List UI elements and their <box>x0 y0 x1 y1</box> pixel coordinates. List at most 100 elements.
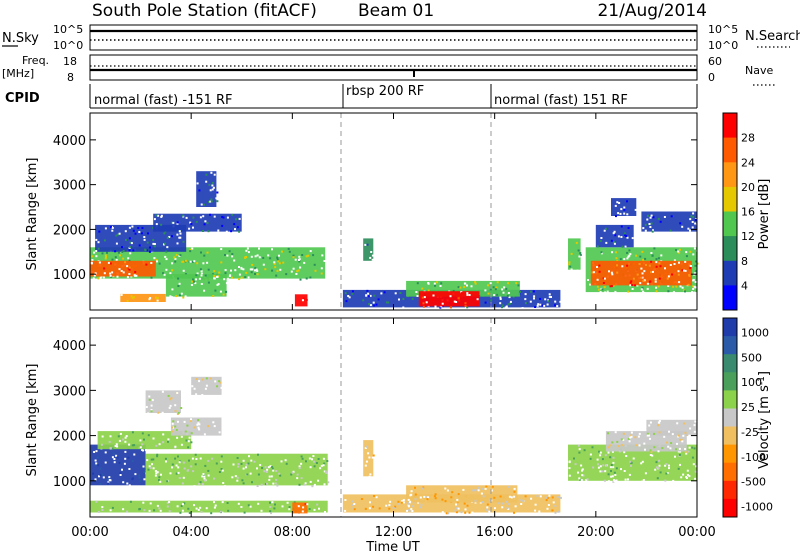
scatter-speckle <box>274 482 277 485</box>
scatter-speckle <box>581 474 584 477</box>
scatter-speckle <box>216 283 219 286</box>
colorbar-swatch <box>723 462 737 482</box>
scatter-speckle <box>678 281 681 284</box>
scatter-speckle <box>115 258 118 261</box>
scatter-speckle <box>114 445 117 447</box>
scatter-speckle <box>537 303 540 306</box>
scatter-speckle <box>691 221 694 223</box>
scatter-speckle <box>167 440 169 443</box>
scatter-speckle <box>292 256 295 259</box>
scatter-speckle <box>127 257 130 260</box>
scatter-speckle <box>689 229 691 232</box>
scatter-speckle <box>597 288 600 291</box>
scatter-speckle <box>434 493 437 496</box>
scatter-speckle <box>209 213 212 216</box>
scatter-speckle <box>198 277 201 280</box>
scatter-speckle <box>250 255 253 258</box>
scatter-speckle <box>182 503 184 506</box>
scatter-speckle <box>599 454 602 457</box>
scatter-speckle <box>189 250 192 253</box>
scatter-speckle <box>433 282 436 285</box>
scatter-speckle <box>220 386 223 389</box>
scatter-speckle <box>116 456 119 459</box>
scatter-speckle <box>401 500 403 503</box>
scatter-speckle <box>165 268 168 271</box>
scatter-speckle <box>399 292 402 294</box>
scatter-speckle <box>485 485 488 488</box>
scatter-speckle <box>693 285 696 288</box>
scatter-speckle <box>171 288 174 291</box>
scatter-speckle <box>581 468 584 471</box>
scatter-speckle <box>373 294 376 297</box>
scatter-speckle <box>408 505 410 508</box>
scatter-speckle <box>488 499 491 502</box>
scatter-speckle <box>622 432 625 435</box>
scatter-region <box>363 238 374 261</box>
scatter-speckle <box>634 436 637 439</box>
scatter-speckle <box>397 502 400 505</box>
scatter-region <box>145 390 181 413</box>
scatter-speckle <box>466 284 468 287</box>
scatter-speckle <box>678 261 680 264</box>
scatter-speckle <box>616 440 619 443</box>
scatter-speckle <box>631 288 634 290</box>
scatter-speckle <box>124 450 127 453</box>
scatter-speckle <box>487 292 490 295</box>
scatter-speckle <box>176 392 179 394</box>
scatter-speckle <box>246 473 249 476</box>
scatter-speckle <box>402 298 405 300</box>
scatter-speckle <box>577 444 580 447</box>
scatter-speckle <box>247 504 250 507</box>
colorbar-swatch <box>723 137 737 163</box>
scatter-speckle <box>466 292 469 295</box>
scatter-speckle <box>655 265 658 268</box>
scatter-speckle <box>694 222 697 225</box>
scatter-speckle <box>225 230 228 233</box>
scatter-speckle <box>188 436 191 439</box>
scatter-speckle <box>636 273 639 276</box>
scatter-speckle <box>668 467 670 470</box>
scatter-speckle <box>643 279 646 282</box>
scatter-speckle <box>134 232 137 235</box>
colorbar-swatch <box>723 480 737 500</box>
colorbar-swatch <box>723 390 737 409</box>
scatter-speckle <box>672 285 675 288</box>
scatter-speckle <box>609 456 612 459</box>
scatter-speckle <box>644 229 647 232</box>
scatter-speckle <box>217 229 220 232</box>
scatter-speckle <box>626 264 629 267</box>
scatter-speckle <box>692 253 695 256</box>
scatter-speckle <box>617 235 620 238</box>
scatter-speckle <box>411 297 414 300</box>
scatter-speckle <box>156 504 159 507</box>
scatter-speckle <box>256 467 258 470</box>
scatter-speckle <box>493 496 496 499</box>
scatter-speckle <box>156 260 158 263</box>
scatter-speckle <box>685 476 688 478</box>
scatter-speckle <box>607 473 610 476</box>
scatter-speckle <box>245 271 248 274</box>
scatter-speckle <box>268 478 271 481</box>
scatter-speckle <box>95 255 98 258</box>
scatter-speckle <box>278 472 281 475</box>
scatter-speckle <box>215 197 218 200</box>
scatter-speckle <box>99 482 102 485</box>
scatter-speckle <box>133 453 136 456</box>
scatter-speckle <box>281 505 284 508</box>
scatter-speckle <box>628 473 631 476</box>
scatter-speckle <box>617 445 620 448</box>
scatter-speckle <box>362 299 365 302</box>
scatter-speckle <box>314 269 317 272</box>
scatter-speckle <box>196 272 199 275</box>
scatter-speckle <box>685 251 688 254</box>
scatter-speckle <box>109 509 112 512</box>
scatter-speckle <box>186 424 189 427</box>
scatter-speckle <box>148 395 151 398</box>
scatter-speckle <box>599 470 602 473</box>
scatter-speckle <box>312 455 315 457</box>
scatter-speckle <box>499 296 502 299</box>
scatter-speckle <box>546 303 549 306</box>
scatter-speckle <box>199 268 202 271</box>
scatter-region <box>90 500 328 513</box>
scatter-speckle <box>192 278 194 281</box>
